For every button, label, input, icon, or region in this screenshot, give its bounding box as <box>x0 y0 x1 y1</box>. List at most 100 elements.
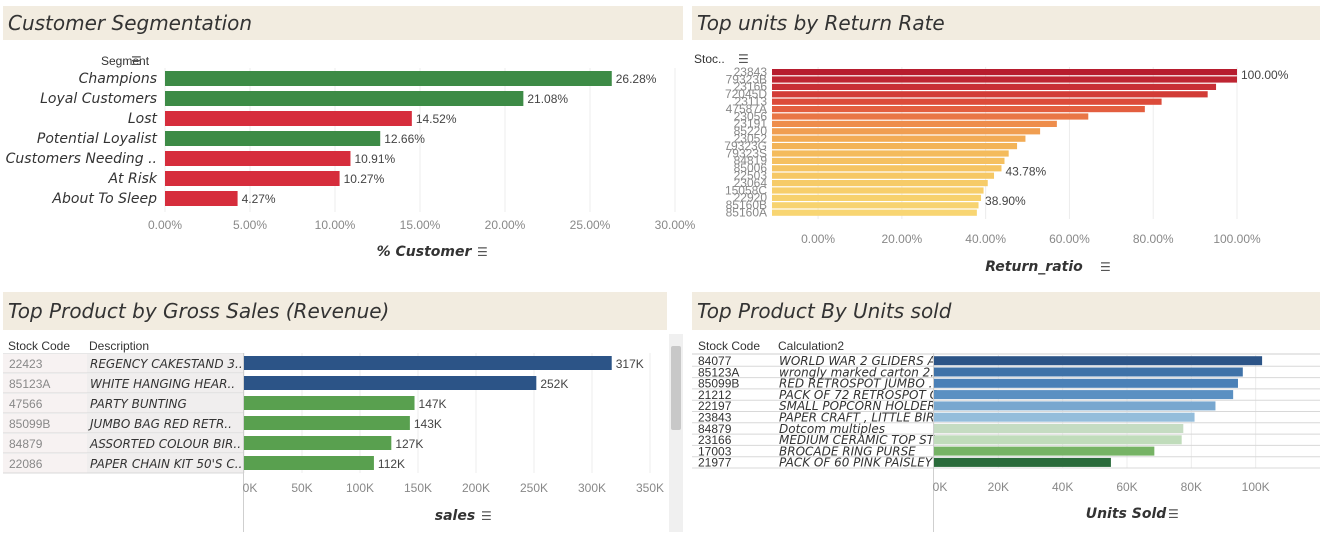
x-tick-label: 25.00% <box>570 218 611 232</box>
units-sold-chart: Stock Code Calculation2 84077 WORLD WAR 2 G… <box>692 339 1320 532</box>
description: PARTY BUNTING <box>90 397 187 411</box>
bar <box>165 71 612 86</box>
x-tick-label: 80.00% <box>1133 232 1174 246</box>
stock-code: 21977 <box>698 456 732 470</box>
description: PACK OF 72 RETROSPOT C.. <box>779 388 946 402</box>
x-tick-label: 100.00% <box>1213 232 1261 246</box>
bar <box>934 378 1238 388</box>
bar <box>934 424 1184 433</box>
code-cell-bg <box>3 394 87 413</box>
bar <box>772 106 1145 113</box>
x-tick-label: 20K <box>988 480 1009 494</box>
code-cell-bg <box>3 374 87 393</box>
bar <box>934 390 1234 400</box>
category-label: 79323G <box>724 139 767 153</box>
x-tick-label: 20.00% <box>882 232 923 246</box>
bar <box>165 151 351 166</box>
x-tick-label: 250K <box>520 481 548 495</box>
category-label: At Risk <box>107 171 157 187</box>
category-label: Loyal Customers <box>40 91 157 107</box>
data-label: 26.28% <box>616 72 657 86</box>
bar <box>244 396 415 410</box>
bar <box>772 113 1089 120</box>
code-cell-bg <box>3 454 87 473</box>
return-rate-panel: Top units by Return Rate Stoc.. ☰ 23843 100… <box>690 0 1332 280</box>
stock-code: 22423 <box>9 357 43 371</box>
x-tick-label: 0K <box>243 481 258 495</box>
bar <box>772 128 1041 135</box>
x-tick-label: 40K <box>1052 480 1073 494</box>
category-label: 85160B <box>726 198 767 212</box>
return-rate-chart: Stoc.. ☰23843 100.00%79323B2316672045D2311… <box>694 52 1289 275</box>
category-label: 23191 <box>734 117 768 131</box>
bar <box>244 456 374 470</box>
bar <box>934 412 1195 422</box>
code-cell-bg <box>3 414 87 433</box>
description: SMALL POPCORN HOLDER <box>779 399 936 413</box>
x-tick-label: 40.00% <box>965 232 1006 246</box>
x-tick-label: 350K <box>636 481 664 495</box>
description: JUMBO BAG RED RETR.. <box>88 417 232 431</box>
stock-code: 84879 <box>698 422 732 436</box>
category-label: Potential Loyalist <box>37 131 158 147</box>
stock-code: 47566 <box>9 397 43 411</box>
x-tick-label: 20.00% <box>485 218 526 232</box>
category-label: About To Sleep <box>51 191 157 207</box>
description-cell-bg <box>87 414 243 433</box>
bar <box>772 202 979 209</box>
description-cell-bg <box>87 354 243 373</box>
gross-sales-chart: Stock Code Description 22423 REGENCY CAKEST… <box>3 334 683 532</box>
stock-code: 17003 <box>698 444 732 458</box>
units-sold-panel: Top Product By Units sold Stock Code Calc… <box>690 290 1332 544</box>
x-tick-label: 0.00% <box>148 218 182 232</box>
category-label: 79323B <box>726 72 767 86</box>
bar <box>244 416 410 430</box>
x-tick-label: 0.00% <box>801 232 835 246</box>
category-label: 15058C <box>725 183 767 197</box>
data-label: 10.91% <box>354 152 395 166</box>
x-tick-label: 300K <box>578 481 606 495</box>
bar <box>772 209 977 216</box>
description: wrongly marked carton 2.. <box>779 365 938 379</box>
bar <box>772 69 1237 76</box>
bar <box>934 401 1216 411</box>
bar <box>934 457 1111 467</box>
x-axis-title: % Customer <box>377 244 473 260</box>
column-header-stock-code: Stock Code <box>8 339 70 353</box>
sort-icon: ☰ <box>131 54 142 68</box>
description: REGENCY CAKESTAND 3.. <box>90 357 243 371</box>
data-label: 252K <box>540 377 568 391</box>
description-cell-bg <box>87 394 243 413</box>
stock-code: 23843 <box>698 411 732 425</box>
data-label: 43.78% <box>1005 164 1046 178</box>
description: PAPER CHAIN KIT 50'S C.. <box>90 457 242 471</box>
description: RED RETROSPOT JUMBO .. <box>779 377 936 391</box>
bar <box>934 356 1263 366</box>
bar <box>772 187 984 194</box>
gross-sales-panel: Top Product by Gross Sales (Revenue) Sto… <box>0 290 683 544</box>
data-label: 4.27% <box>242 192 276 206</box>
data-label: 12.66% <box>384 132 425 146</box>
bar <box>772 180 988 187</box>
data-label: 127K <box>395 437 423 451</box>
description-cell-bg <box>87 374 243 393</box>
panel-title: Customer Segmentation <box>3 6 683 40</box>
panel-title: Top Product By Units sold <box>692 292 1320 330</box>
data-label: 21.08% <box>527 92 568 106</box>
category-label: Champions <box>79 71 157 87</box>
data-label: 147K <box>419 397 447 411</box>
bar <box>165 111 412 126</box>
stock-code: 22086 <box>9 457 43 471</box>
stock-code: 85123A <box>9 377 50 391</box>
bar <box>772 172 995 179</box>
description-cell-bg <box>87 454 243 473</box>
data-label: 143K <box>414 417 442 431</box>
bar <box>772 194 982 201</box>
x-tick-label: 80K <box>1181 480 1202 494</box>
category-label: 85160A <box>726 206 767 220</box>
x-tick-label: 30.00% <box>655 218 696 232</box>
data-label: 10.27% <box>344 172 385 186</box>
bar <box>772 143 1018 150</box>
sort-icon: ☰ <box>738 52 749 66</box>
stock-code: 85123A <box>698 365 739 379</box>
